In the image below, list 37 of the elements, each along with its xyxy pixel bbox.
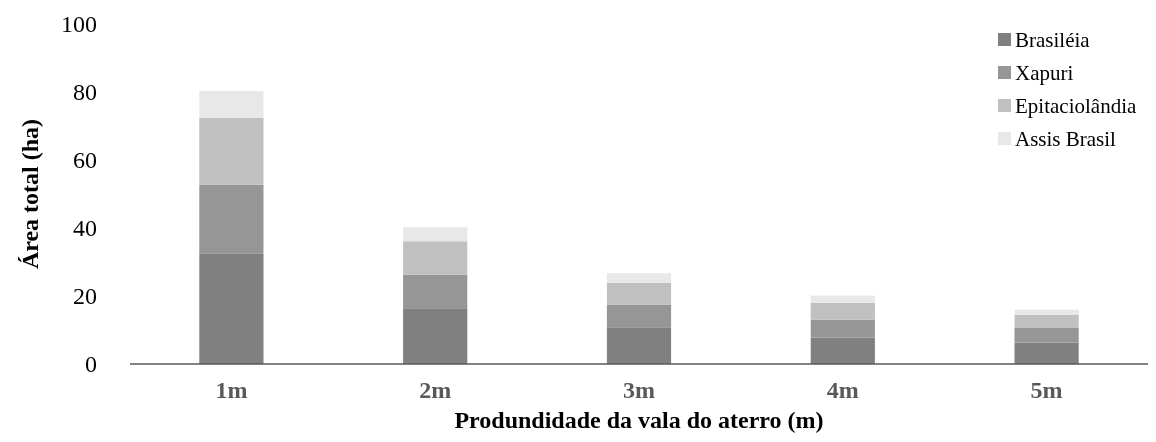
x-tick-label: 4m xyxy=(826,377,859,403)
y-tick-label: 20 xyxy=(73,283,97,310)
y-tick-label: 100 xyxy=(61,11,97,38)
bar xyxy=(606,282,672,305)
bar xyxy=(403,308,468,364)
y-tick-label: 80 xyxy=(73,79,97,106)
bar xyxy=(810,319,875,338)
bar xyxy=(199,117,264,185)
bar xyxy=(810,295,875,303)
bar xyxy=(1014,309,1079,315)
y-tick-label: 40 xyxy=(73,215,97,242)
y-tick-label: 0 xyxy=(85,351,97,378)
x-tick-label: 2m xyxy=(419,377,452,403)
bar xyxy=(606,273,672,283)
x-tick-label: 3m xyxy=(623,377,655,403)
bar xyxy=(403,227,468,242)
y-axis-title: Área total (ha) xyxy=(17,118,43,270)
legend-label: Xapuri xyxy=(1015,61,1074,86)
x-axis-title: Produndidade da vala do aterro (m) xyxy=(454,407,824,433)
bar xyxy=(1014,314,1079,328)
y-tick-label: 60 xyxy=(73,147,97,174)
x-tick-label: 1m xyxy=(215,377,248,403)
bar xyxy=(199,253,264,364)
bar xyxy=(1014,327,1079,343)
bar xyxy=(606,327,672,364)
x-tick-label: 5m xyxy=(1030,377,1063,403)
bar xyxy=(810,302,875,320)
legend-label: Assis Brasil xyxy=(1015,127,1117,152)
bar xyxy=(606,304,672,328)
bar xyxy=(1014,342,1079,364)
bar xyxy=(810,337,875,364)
bar xyxy=(403,274,468,309)
bar xyxy=(403,241,468,275)
bar xyxy=(199,184,264,254)
legend-label: Epitaciolândia xyxy=(1015,94,1137,119)
legend-label: Brasiléia xyxy=(1015,28,1091,53)
bar xyxy=(199,90,264,118)
